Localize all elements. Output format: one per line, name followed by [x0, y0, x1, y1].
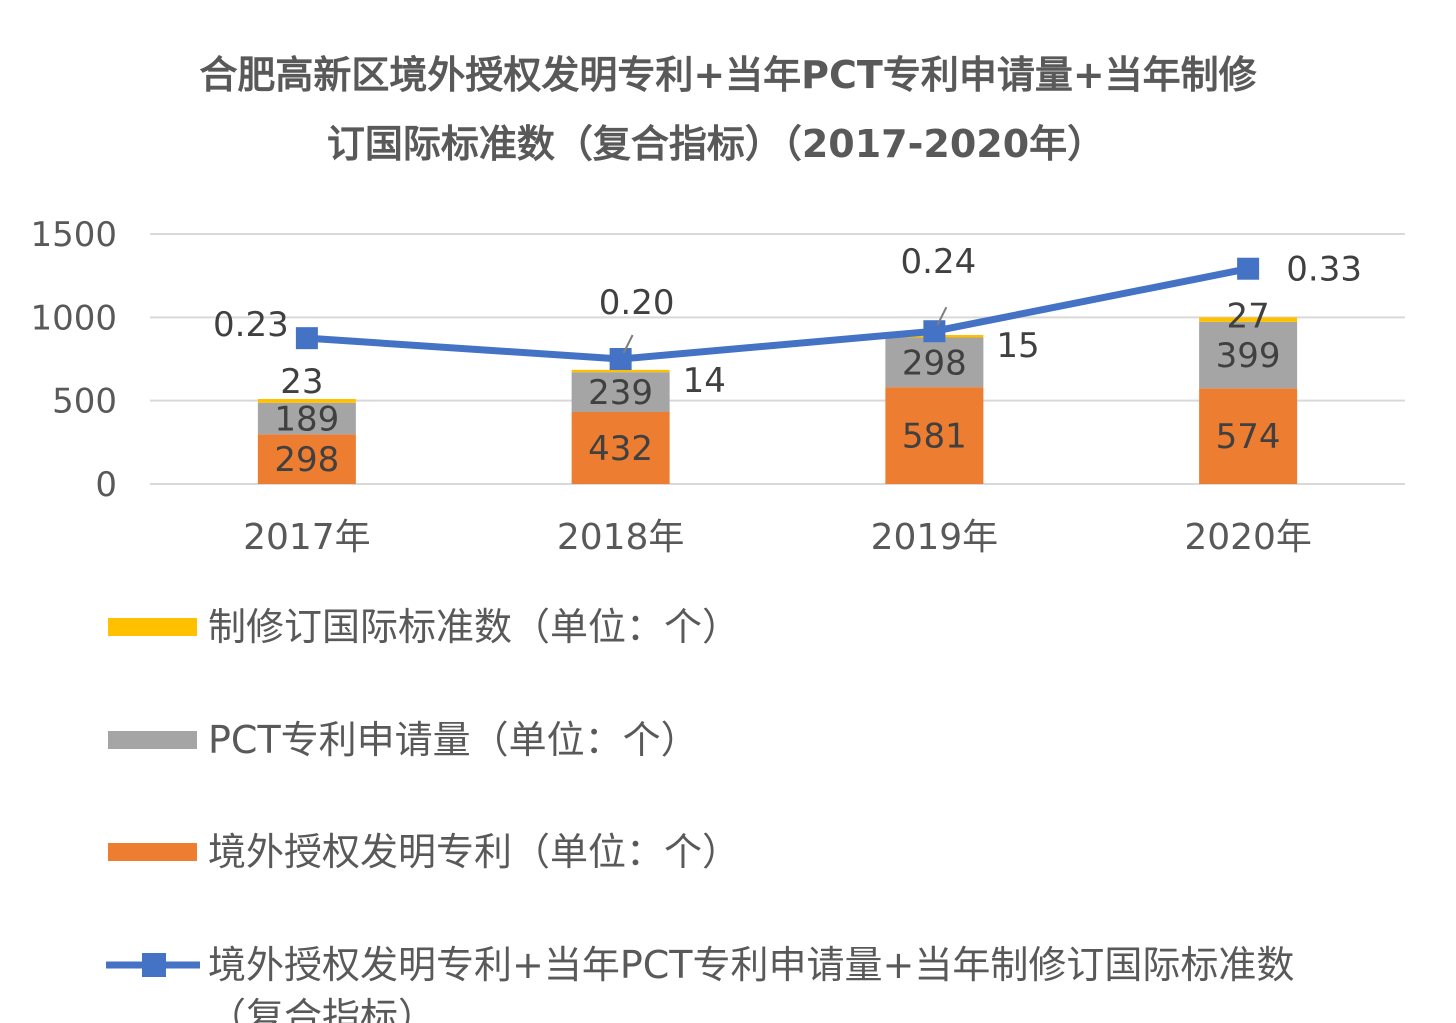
line-data-label: 0.33 [1286, 250, 1362, 290]
bar-data-label: 189 [274, 400, 339, 440]
bar-segment [1199, 321, 1298, 389]
line-point-marker [1237, 257, 1260, 280]
bar-segment [885, 387, 984, 484]
y-tick-label: 0 [95, 465, 117, 505]
x-tick-label: 2020年 [1184, 517, 1312, 558]
bar-segment [257, 434, 356, 484]
bar-data-label: 581 [902, 417, 967, 457]
bar-segment [257, 402, 356, 435]
x-axis: 2017年 2018年 2019年 2020年 [243, 517, 1312, 558]
legend-swatch [108, 731, 197, 749]
legend-swatch [108, 618, 197, 636]
legend-swatch [108, 843, 197, 861]
chart-title-line-2: 订国际标准数（复合指标）（2017-2020年） [327, 122, 1105, 166]
line-data-label: 0.24 [901, 242, 977, 282]
legend-label: PCT专利申请量（单位：个） [208, 718, 699, 762]
bar-segment [571, 372, 670, 412]
line-series-path [306, 265, 1249, 363]
chart-title-line-1: 合肥高新区境外授权发明专利+当年PCT专利申请量+当年制修 [199, 53, 1257, 97]
x-tick-label: 2018年 [557, 517, 685, 558]
legend-marker [142, 953, 166, 977]
line-series: 0.23 0.20 0.24 0.33 [213, 242, 1362, 370]
x-tick-label: 2017年 [243, 517, 371, 558]
bar-data-label: 239 [588, 373, 653, 413]
legend-label: 境外授权发明专利（单位：个） [208, 830, 740, 874]
line-point-marker [295, 327, 318, 350]
y-tick-label: 500 [52, 382, 117, 422]
bar-segment [571, 369, 670, 373]
legend: 制修订国际标准数（单位：个） PCT专利申请量（单位：个） 境外授权发明专利（单位：… [106, 605, 1294, 1023]
bar-segment [571, 412, 670, 484]
y-tick-label: 1000 [30, 298, 117, 338]
legend-label: 境外授权发明专利+当年PCT专利申请量+当年制修订国际标准数 [208, 943, 1294, 987]
data-label-leader [622, 334, 634, 354]
line-data-label: 0.23 [213, 305, 289, 345]
bar-segment [1199, 317, 1298, 322]
y-axis: 0 500 1000 1500 [30, 215, 117, 505]
chart-title: 合肥高新区境外授权发明专利+当年PCT专利申请量+当年制修 订国际标准数（复合指… [199, 53, 1257, 166]
bar-data-label: 432 [588, 429, 653, 469]
legend-label: 制修订国际标准数（单位：个） [208, 605, 740, 649]
bar-data-label: 399 [1216, 336, 1281, 376]
line-point-marker [609, 348, 632, 370]
legend-label-wrap: （复合指标） [208, 995, 436, 1023]
gridlines [150, 233, 1405, 485]
bar-segment [885, 337, 984, 388]
bar-data-label: 27 [1226, 296, 1269, 336]
bar-data-label: 23 [280, 362, 323, 402]
y-tick-label: 1500 [30, 215, 117, 255]
line-point-marker [923, 320, 946, 343]
bar-data-label: 574 [1216, 417, 1281, 457]
bar-data-label: 298 [902, 343, 967, 383]
x-tick-label: 2019年 [871, 517, 999, 558]
bar-data-label: 15 [996, 326, 1039, 366]
bar-data-label: 298 [274, 440, 339, 480]
bar-segment [257, 399, 356, 403]
bar-segment [1199, 388, 1298, 484]
data-label-leader [936, 306, 948, 326]
line-data-label: 0.20 [599, 283, 675, 323]
bar-data-label: 14 [683, 361, 726, 401]
